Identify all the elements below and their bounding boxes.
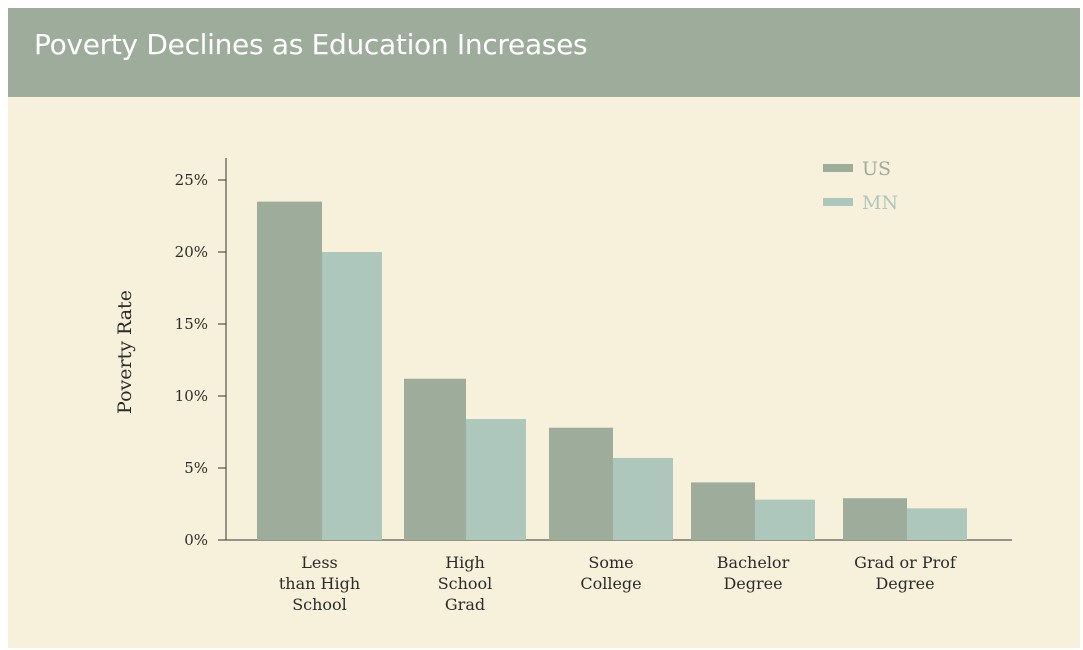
x-category-label-line: High [445, 553, 485, 572]
bar-us-2 [549, 427, 613, 540]
x-category-label-line: than High [279, 574, 360, 593]
chart-title: Poverty Declines as Education Increases [34, 28, 588, 61]
x-category-label-line: School [438, 574, 493, 593]
legend-label-mn: MN [862, 192, 898, 214]
y-tick-label: 20% [175, 243, 208, 261]
bar-mn-0 [322, 252, 382, 540]
x-category-label-line: Degree [875, 574, 934, 593]
bar-mn-2 [613, 457, 673, 540]
chart-panel: Poverty Declines as Education Increases [8, 8, 1080, 648]
bar-us-4 [843, 498, 907, 540]
x-category-label: Grad or Prof Degree [854, 553, 957, 593]
title-banner: Poverty Declines as Education Increases [8, 8, 1080, 97]
y-tick-label: 0% [184, 531, 208, 549]
x-category-label-line: Less [301, 553, 338, 572]
x-category-label-line: Some [588, 553, 633, 572]
y-axis-title: Poverty Rate [114, 290, 136, 414]
chart-legend: US MN [823, 158, 898, 214]
x-category-label-line: Degree [723, 574, 782, 593]
y-tick-label: 5% [184, 459, 208, 477]
y-tick-label: 25% [175, 171, 208, 189]
x-category-label-line: School [292, 595, 347, 614]
chart-labels: Less than High School High School Grad Some Col… [279, 553, 957, 614]
y-tick-label: 10% [175, 387, 208, 405]
x-category-label: High School Grad [438, 553, 493, 614]
bar-mn-1 [466, 419, 526, 540]
x-category-label: Some College [580, 553, 641, 593]
x-category-label-line: Bachelor [717, 553, 790, 572]
x-category-label-line: College [580, 574, 641, 593]
legend-swatch-us [823, 164, 853, 172]
chart-bars [257, 201, 967, 540]
legend-swatch-mn [823, 198, 853, 206]
legend-label-us: US [862, 158, 891, 180]
bar-us-3 [691, 482, 755, 540]
x-category-label: Less than High School [279, 553, 360, 614]
bar-mn-3 [755, 499, 815, 540]
bar-us-0 [257, 201, 322, 540]
x-category-label: Bachelor Degree [717, 553, 790, 593]
x-category-label-line: Grad or Prof [854, 553, 957, 572]
bar-us-1 [404, 378, 466, 540]
y-tick-label: 15% [175, 315, 208, 333]
x-category-label-line: Grad [445, 595, 485, 614]
bar-mn-4 [907, 508, 967, 540]
